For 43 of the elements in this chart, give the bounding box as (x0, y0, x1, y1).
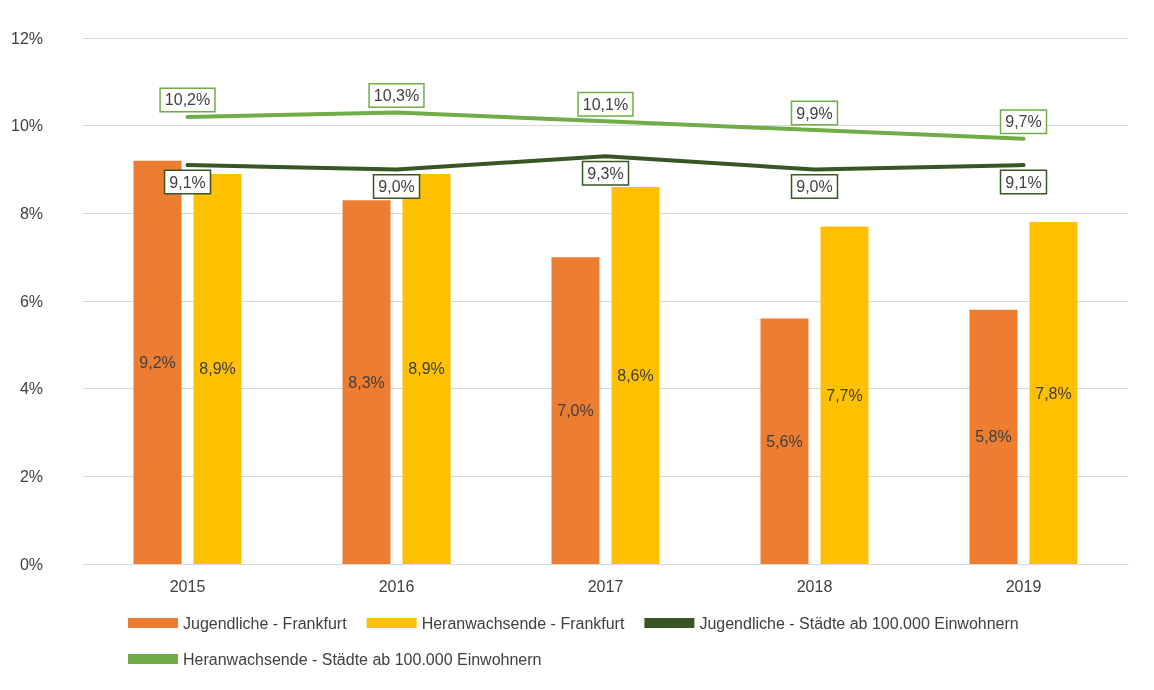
legend-label: Heranwachsende - Städte ab 100.000 Einwohnern (183, 650, 542, 668)
data-label: 9,0% (378, 178, 415, 195)
data-label: 9,3% (587, 164, 624, 182)
y-tick-label: 10% (10, 117, 44, 135)
bar (969, 309, 1018, 564)
data-label: 9,2% (139, 353, 176, 371)
data-label: 5,8% (975, 428, 1012, 446)
data-label: 9,0% (796, 178, 833, 195)
data-label: 5,6% (766, 432, 803, 450)
y-tick-label: 4% (19, 380, 44, 398)
x-tick-label: 2017 (587, 577, 624, 595)
y-tick-label: 0% (19, 555, 44, 573)
y-tick-label: 12% (10, 29, 44, 47)
bar (820, 226, 869, 564)
data-label: 7,7% (826, 386, 863, 404)
data-label: 8,9% (408, 360, 445, 378)
data-label: 9,9% (796, 104, 833, 122)
data-label: 9,1% (1005, 173, 1042, 191)
x-tick-label: 2019 (1005, 577, 1042, 595)
legend-label: Heranwachsende - Frankfurt (421, 614, 625, 632)
data-label: 7,0% (557, 402, 594, 420)
data-label: 10,2% (164, 91, 211, 109)
data-label: 9,1% (169, 173, 206, 191)
bar (760, 318, 809, 564)
legend-label: Jugendliche - Frankfurt (183, 614, 348, 632)
y-tick-label: 6% (19, 292, 44, 310)
legend-label: Jugendliche - Städte ab 100.000 Einwohnern (699, 614, 1019, 632)
y-tick-label: 8% (19, 204, 44, 222)
x-tick-label: 2018 (796, 577, 833, 595)
x-tick-label: 2015 (169, 577, 206, 595)
bar (1029, 222, 1078, 564)
x-tick-label: 2016 (378, 577, 415, 595)
data-label: 7,8% (1035, 384, 1072, 402)
data-label: 8,3% (348, 373, 385, 391)
data-label: 10,1% (582, 95, 629, 113)
data-label: 8,6% (617, 367, 654, 385)
data-label: 8,9% (199, 360, 236, 378)
data-label: 10,3% (373, 87, 420, 105)
y-tick-label: 2% (19, 467, 44, 485)
bar (551, 257, 600, 564)
data-label: 9,7% (1005, 113, 1042, 131)
bar (342, 200, 391, 564)
bar (611, 187, 660, 564)
